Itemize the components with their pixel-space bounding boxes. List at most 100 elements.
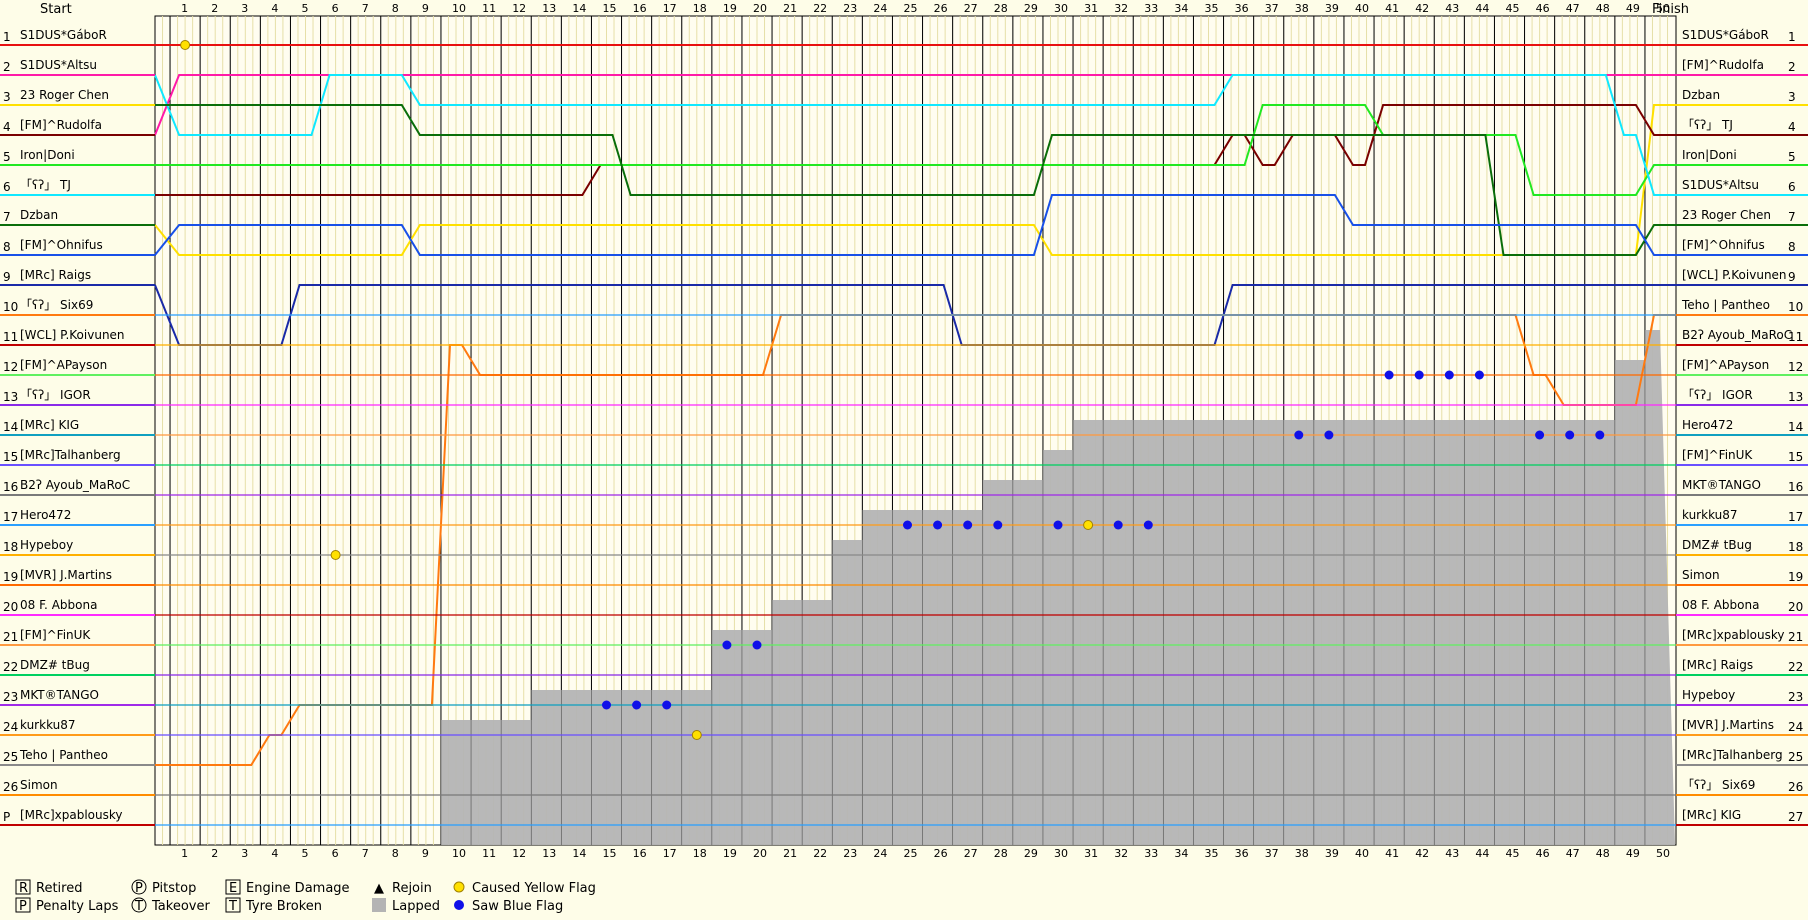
finish-driver-label: 「ʕʔ」 IGOR	[1682, 388, 1753, 402]
lap-tick-top: 44	[1475, 2, 1489, 15]
lap-tick-top: 42	[1415, 2, 1429, 15]
lap-tick-bottom: 30	[1054, 847, 1068, 860]
lap-tick-bottom: 32	[1114, 847, 1128, 860]
blue-flag-marker	[662, 700, 672, 710]
lap-tick-top: 36	[1235, 2, 1249, 15]
finish-position-label: 5	[1788, 150, 1796, 164]
start-driver-label: Dzban	[20, 208, 58, 222]
finish-driver-label: 23 Roger Chen	[1682, 208, 1771, 222]
lap-tick-bottom: 27	[964, 847, 978, 860]
lap-tick-top: 9	[422, 2, 429, 15]
legend-symbol: T	[228, 899, 237, 914]
lap-tick-top: 26	[934, 2, 948, 15]
start-position-label: 18	[3, 540, 18, 554]
lap-tick-bottom: 8	[392, 847, 399, 860]
finish-driver-label: [MVR] J.Martins	[1682, 718, 1774, 732]
finish-position-label: 12	[1788, 360, 1803, 374]
lap-tick-top: 32	[1114, 2, 1128, 15]
start-position-label: 1	[3, 30, 11, 44]
start-position-label: 2	[3, 60, 11, 74]
legend-symbol: P	[19, 899, 27, 914]
start-driver-label: [MVR] J.Martins	[20, 568, 112, 582]
lap-tick-top: 49	[1626, 2, 1640, 15]
lap-tick-top: 38	[1295, 2, 1309, 15]
lap-tick-top: 12	[512, 2, 526, 15]
lap-tick-bottom: 25	[904, 847, 918, 860]
blue-flag-marker	[1565, 430, 1575, 440]
legend-lapped-swatch	[372, 898, 386, 912]
start-position-label: 7	[3, 210, 11, 224]
finish-driver-label: [MRc]Talhanberg	[1682, 748, 1783, 762]
blue-flag-marker	[1474, 370, 1484, 380]
start-driver-label: Teho | Pantheo	[19, 748, 108, 762]
series-line	[154, 284, 1676, 346]
blue-flag-marker	[1444, 370, 1454, 380]
finish-driver-label: [FM]^Rudolfa	[1682, 58, 1764, 72]
legend-item: ▲ Rejoin	[374, 881, 432, 896]
legend-item: P Pitstop	[131, 879, 196, 896]
lap-tick-bottom: 35	[1205, 847, 1219, 860]
start-position-label: 24	[3, 720, 18, 734]
start-driver-label: [WCL] P.Koivunen	[20, 328, 125, 342]
lap-tick-bottom: 12	[512, 847, 526, 860]
lap-tick-bottom: 33	[1144, 847, 1158, 860]
finish-position-label: 13	[1788, 390, 1803, 404]
lap-tick-top: 27	[964, 2, 978, 15]
start-position-label: 22	[3, 660, 18, 674]
lap-tick-bottom: 17	[663, 847, 677, 860]
finish-position-label: 1	[1788, 30, 1796, 44]
start-position-label: 19	[3, 570, 18, 584]
finish-driver-label: B2ʔ Ayoub_MaRoC	[1682, 328, 1792, 342]
lap-tick-bottom: 4	[271, 847, 278, 860]
lap-tick-bottom: 39	[1325, 847, 1339, 860]
lap-tick-bottom: 20	[753, 847, 767, 860]
start-driver-label: [FM]^Rudolfa	[20, 118, 102, 132]
lap-tick-bottom: 49	[1626, 847, 1640, 860]
start-driver-label: 「ʕʔ」 TJ	[20, 178, 71, 192]
legend-item: E Engine Damage	[225, 879, 350, 896]
blue-flag-marker	[993, 520, 1003, 530]
blue-flag-marker	[1595, 430, 1605, 440]
finish-driver-label: S1DUS*Altsu	[1682, 178, 1759, 192]
legend-blue-dot	[454, 900, 464, 910]
legend-symbol: P	[135, 881, 143, 896]
lap-tick-top: 34	[1174, 2, 1188, 15]
start-driver-label: S1DUS*GáboR	[20, 28, 107, 42]
lap-tick-top: 11	[482, 2, 496, 15]
lap-tick-bottom: 23	[843, 847, 857, 860]
finish-position-label: 22	[1788, 660, 1803, 674]
blue-flag-marker	[1143, 520, 1153, 530]
start-position-label: 20	[3, 600, 18, 614]
blue-flag-marker	[933, 520, 943, 530]
lap-tick-bottom: 21	[783, 847, 797, 860]
lap-tick-top: 50	[1656, 2, 1670, 15]
finish-position-label: 23	[1788, 690, 1803, 704]
finish-position-label: 4	[1788, 120, 1796, 134]
lap-tick-top: 35	[1205, 2, 1219, 15]
finish-driver-label: Hero472	[1682, 418, 1733, 432]
lap-tick-bottom: 43	[1445, 847, 1459, 860]
legend-symbol: T	[134, 899, 143, 914]
lap-tick-bottom: 50	[1656, 847, 1670, 860]
series-line	[154, 74, 1676, 196]
finish-driver-label: Hypeboy	[1682, 688, 1735, 702]
lap-tick-bottom: 34	[1174, 847, 1188, 860]
start-position-label: P	[3, 810, 10, 824]
lap-tick-top: 43	[1445, 2, 1459, 15]
legend-label: Engine Damage	[246, 881, 350, 896]
start-driver-label: 08 F. Abbona	[20, 598, 97, 612]
start-position-label: 3	[3, 90, 11, 104]
series-line	[154, 104, 1676, 256]
lap-tick-bottom: 11	[482, 847, 496, 860]
start-position-label: 5	[3, 150, 11, 164]
blue-flag-marker	[1053, 520, 1063, 530]
blue-flag-marker	[722, 640, 732, 650]
finish-driver-label: 08 F. Abbona	[1682, 598, 1759, 612]
lap-tick-top: 45	[1506, 2, 1520, 15]
start-driver-label: S1DUS*Altsu	[20, 58, 97, 72]
start-position-label: 10	[3, 300, 18, 314]
finish-driver-label: DMZ# tBug	[1682, 538, 1752, 552]
start-position-label: 21	[3, 630, 18, 644]
start-driver-label: [FM]^FinUK	[20, 628, 91, 642]
